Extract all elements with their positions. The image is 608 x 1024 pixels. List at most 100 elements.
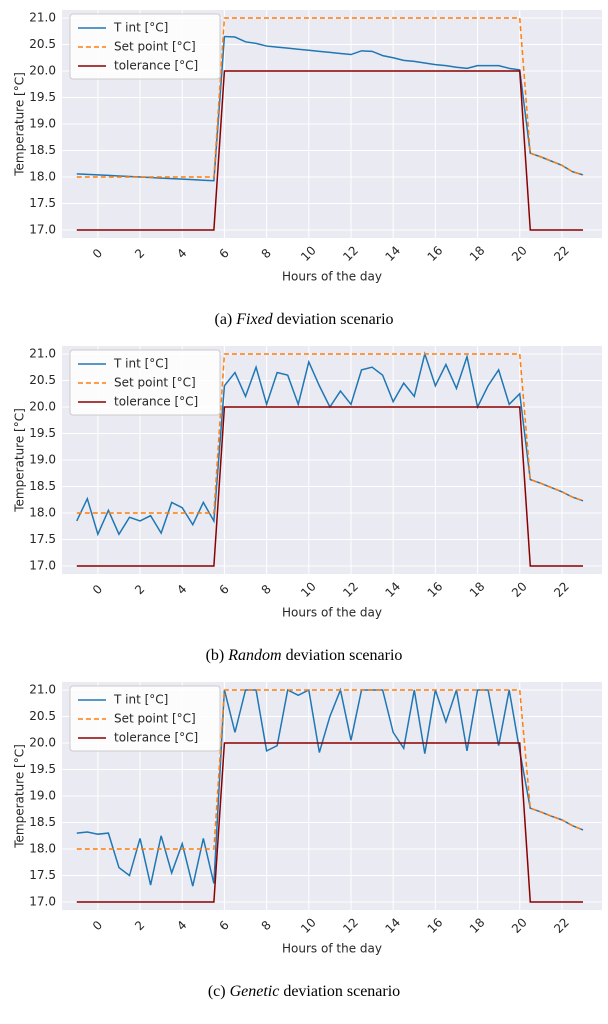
legend-box — [69, 685, 221, 752]
caption-rest: deviation scenario — [286, 647, 403, 664]
y-tick-label: 18.5 — [29, 815, 56, 829]
y-tick-label: 20.5 — [29, 37, 56, 51]
caption-rest: deviation scenario — [277, 311, 394, 328]
series-line — [76, 406, 584, 567]
legend-label: Set point [°C] — [114, 376, 196, 390]
x-tick-label: 2 — [132, 246, 147, 261]
legend-label: Set point [°C] — [114, 712, 196, 726]
legend: T int [°C] Set point [°C] tolerance [°C] — [69, 13, 221, 80]
legend-label: T int [°C] — [113, 693, 168, 707]
x-tick-label: 6 — [216, 582, 231, 597]
y-tick-label: 20.0 — [29, 735, 56, 749]
x-tick-label: 16 — [425, 579, 446, 600]
caption-emph: Genetic — [230, 983, 280, 1000]
y-tick-label: 20.0 — [29, 63, 56, 77]
y-tick-label: 17.0 — [29, 223, 56, 237]
x-tick-label: 4 — [174, 582, 189, 597]
y-tick-label: 17.5 — [29, 532, 56, 546]
y-tick-label: 17.0 — [29, 559, 56, 573]
x-tick-label: 20 — [509, 915, 530, 936]
legend: T int [°C] Set point [°C] tolerance [°C] — [69, 685, 221, 752]
legend-label: tolerance [°C] — [114, 395, 198, 409]
y-axis-label: Temperature [°C] — [13, 72, 27, 177]
series-line — [76, 742, 584, 903]
x-tick-label: 22 — [551, 915, 572, 936]
series-line — [76, 687, 584, 887]
x-tick-label: 10 — [298, 243, 319, 264]
x-tick-label: 18 — [467, 915, 488, 936]
x-axis-label: Hours of the day — [282, 942, 382, 956]
y-tick-label: 19.0 — [29, 117, 56, 131]
x-tick-label: 10 — [298, 579, 319, 600]
legend-label: Set point [°C] — [114, 40, 196, 54]
y-tick-label: 19.0 — [29, 453, 56, 467]
x-tick-label: 0 — [90, 582, 105, 597]
y-tick-label: 21.0 — [29, 10, 56, 24]
chart-panel: 17.0 17.5 18.0 18.5 19.0 19.5 20.0 20.5 21.0 0 2 4 6… — [13, 682, 602, 1000]
x-tick-label: 12 — [340, 579, 361, 600]
legend-label: tolerance [°C] — [114, 731, 198, 745]
x-tick-label: 0 — [90, 246, 105, 261]
caption-rest: deviation scenario — [283, 983, 400, 1000]
x-tick-label: 20 — [509, 243, 530, 264]
y-axis-label: Temperature [°C] — [13, 408, 27, 513]
x-tick-label: 16 — [425, 915, 446, 936]
y-tick-label: 20.5 — [29, 709, 56, 723]
y-tick-label: 19.0 — [29, 789, 56, 803]
y-tick-label: 17.5 — [29, 868, 56, 882]
x-tick-label: 2 — [132, 918, 147, 933]
y-tick-label: 17.0 — [29, 895, 56, 909]
caption: (c) Genetic deviation scenario — [208, 983, 400, 1000]
y-tick-label: 18.0 — [29, 170, 56, 184]
x-tick-label: 14 — [382, 579, 403, 600]
caption-emph: Fixed — [235, 311, 273, 328]
x-tick-label: 8 — [259, 246, 274, 261]
x-tick-label: 18 — [467, 243, 488, 264]
x-tick-label: 6 — [216, 918, 231, 933]
x-tick-label: 12 — [340, 915, 361, 936]
x-tick-label: 14 — [382, 915, 403, 936]
x-tick-label: 2 — [132, 582, 147, 597]
legend-label: tolerance [°C] — [114, 59, 198, 73]
y-tick-label: 21.0 — [29, 682, 56, 696]
series-line — [76, 353, 584, 514]
y-tick-label: 18.0 — [29, 506, 56, 520]
x-tick-label: 4 — [174, 246, 189, 261]
x-tick-label: 14 — [382, 243, 403, 264]
y-tick-label: 21.0 — [29, 346, 56, 360]
x-tick-label: 22 — [551, 579, 572, 600]
series-line — [76, 35, 584, 182]
y-tick-label: 19.5 — [29, 762, 56, 776]
x-tick-label: 6 — [216, 246, 231, 261]
y-tick-label: 19.5 — [29, 426, 56, 440]
x-tick-label: 18 — [467, 579, 488, 600]
caption-label: (b) — [206, 647, 225, 664]
x-tick-label: 20 — [509, 579, 530, 600]
y-tick-label: 18.5 — [29, 143, 56, 157]
legend-label: T int [°C] — [113, 357, 168, 371]
caption-label: (a) — [214, 311, 232, 328]
legend-box — [69, 13, 221, 80]
x-tick-label: 10 — [298, 915, 319, 936]
y-tick-label: 20.5 — [29, 373, 56, 387]
y-axis-label: Temperature [°C] — [13, 744, 27, 849]
y-tick-label: 17.5 — [29, 196, 56, 210]
x-axis-label: Hours of the day — [282, 606, 382, 620]
y-tick-label: 18.0 — [29, 842, 56, 856]
x-tick-label: 8 — [259, 582, 274, 597]
x-tick-label: 0 — [90, 918, 105, 933]
x-axis-label: Hours of the day — [282, 270, 382, 284]
legend-label: T int [°C] — [113, 21, 168, 35]
caption-emph: Random — [227, 647, 281, 664]
x-tick-label: 4 — [174, 918, 189, 933]
caption: (b) Random deviation scenario — [206, 647, 403, 664]
legend-box — [69, 349, 221, 416]
y-tick-label: 20.0 — [29, 399, 56, 413]
x-tick-label: 16 — [425, 243, 446, 264]
series-line — [76, 17, 584, 178]
x-tick-label: 12 — [340, 243, 361, 264]
series-line — [76, 70, 584, 231]
series-line — [76, 689, 584, 850]
legend: T int [°C] Set point [°C] tolerance [°C] — [69, 349, 221, 416]
